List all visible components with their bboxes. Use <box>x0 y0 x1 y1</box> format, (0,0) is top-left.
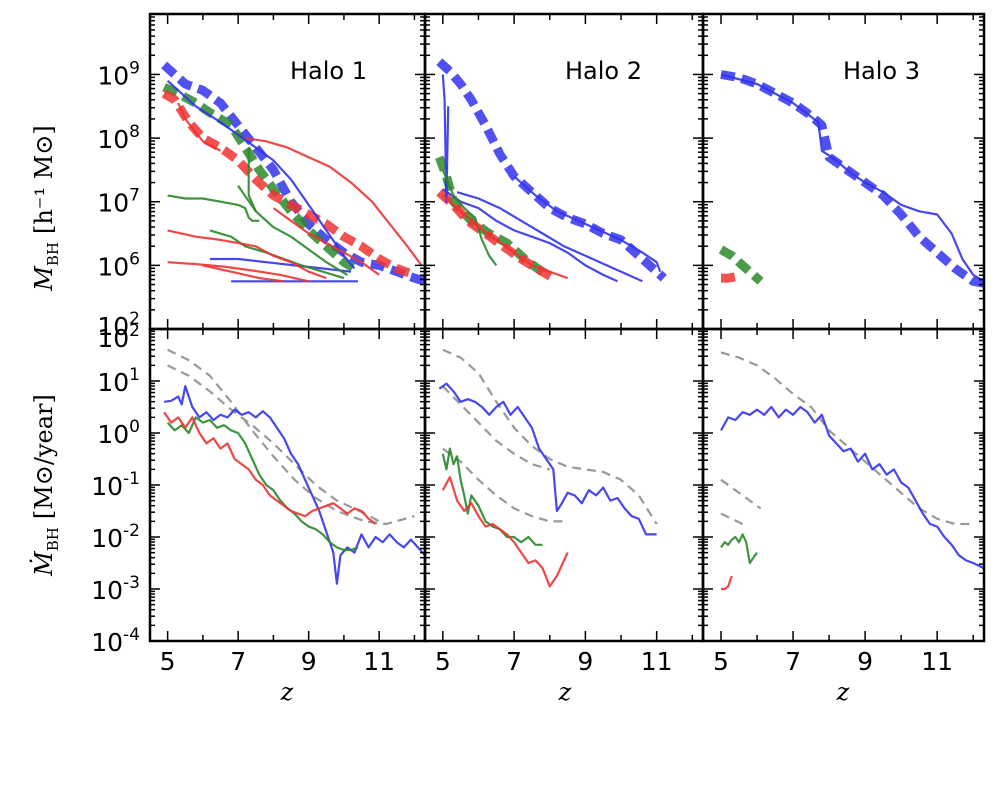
labels-group: MBH[h⁻¹ M⊙] ṀBH[M⊙/year] z z z <box>29 125 850 706</box>
axes-frame-bottom-halo-1 <box>148 327 427 643</box>
ytick-label-top: 102 <box>97 309 140 341</box>
ytick-label-bottom: 10-2 <box>91 521 140 553</box>
ytick-label-bottom: 100 <box>97 417 140 449</box>
bottom-ylabel-main: Ṁ <box>29 550 58 577</box>
ytick-label-bottom: 102 <box>97 321 140 353</box>
axes-frame-top-halo-2 <box>423 12 705 331</box>
series-top-halo-2-blue-jump <box>441 74 450 203</box>
top-ylabel-main: M <box>30 265 58 292</box>
series-bottom-halo-3-green-rate <box>720 533 758 565</box>
series-bottom-halo-3-red-rate <box>721 575 733 591</box>
top-ylabel: MBH [h⁻¹ M⊙] <box>30 125 62 291</box>
series-top-halo-2-blue-branch-2 <box>456 191 643 283</box>
plot-area-bottom-halo-1 <box>163 348 425 585</box>
series-bottom-halo-3-gray-dashed-1 <box>720 351 974 526</box>
xtick-label-halo-3: 11 <box>921 647 953 676</box>
xlabel-halo-3: z <box>836 678 850 706</box>
series-top-halo-3-blue-main <box>720 70 984 288</box>
series-bottom-halo-1-blue-rate <box>163 385 425 585</box>
ytick-label-top: 108 <box>97 122 140 154</box>
xtick-label-halo-2: 11 <box>641 647 673 676</box>
xlabel-halo-1: z <box>280 678 294 706</box>
xtick-label-halo-1: 7 <box>230 647 246 676</box>
series-top-halo-1-blue-main <box>161 61 425 286</box>
xtick-label-halo-3: 5 <box>713 647 729 676</box>
series-bottom-halo-2-gray-dashed-1 <box>442 348 658 525</box>
series-bottom-halo-1-gray-dashed-1 <box>167 348 415 526</box>
ytick-label-bottom: 10-4 <box>91 625 140 657</box>
series-bottom-halo-1-gray-dashed-2 <box>167 364 380 523</box>
series-top-halo-1-red-branch-4 <box>245 137 423 267</box>
series-bottom-halo-3-gray-dashed-3 <box>720 512 744 525</box>
series-top-halo-1-green-jump <box>247 147 257 212</box>
axes-frame-bottom-halo-2 <box>423 327 705 643</box>
series-top-halo-2-green-thin <box>441 169 498 267</box>
series-bottom-halo-2-gray-dashed-2 <box>442 447 568 523</box>
plot-area-bottom-halo-2 <box>438 348 658 588</box>
plot-area-top-halo-3 <box>718 70 984 288</box>
bottom-ylabel-sub: BH <box>44 527 62 551</box>
xtick-label-halo-2: 7 <box>506 647 522 676</box>
series-top-halo-1-blue-faint-1 <box>209 257 352 273</box>
ytick-label-bottom: 10-1 <box>91 469 140 501</box>
series-top-halo-3-blue-thin <box>720 73 984 283</box>
ytick-label-bottom: 101 <box>97 365 140 397</box>
series-top-halo-3-green-main <box>718 245 764 285</box>
series-top-halo-1-red-branch-2 <box>167 261 309 283</box>
panel-title-halo-1: Halo 1 <box>290 57 367 85</box>
series-top-halo-2-blue-branch-3 <box>513 175 662 273</box>
xtick-label-halo-1: 5 <box>160 647 176 676</box>
plot-area-top-halo-1 <box>161 61 425 286</box>
series-top-halo-1-green-branch-1 <box>167 194 260 222</box>
panel-title-halo-2: Halo 2 <box>565 57 642 85</box>
series-bottom-halo-3-gray-dashed-2 <box>720 478 762 510</box>
top-ylabel-unit: [h⁻¹ M⊙] <box>30 125 58 234</box>
xtick-label-halo-2: 9 <box>577 647 593 676</box>
top-ylabel-sub: BH <box>44 242 62 266</box>
bottom-ylabel-unit: [M⊙/year] <box>30 394 58 519</box>
series-top-halo-1-red-branch-3 <box>202 264 285 283</box>
frames-group: Halo 1 Halo 2 Halo 3 5 7 9 11 5 7 9 11 5 7 9 11 109 108 1… <box>91 12 986 676</box>
xtick-label-halo-2: 5 <box>435 647 451 676</box>
series-bottom-halo-3-blue-rate <box>720 405 984 570</box>
axes-frame-bottom-halo-3 <box>701 327 986 643</box>
xtick-label-halo-1: 9 <box>301 647 317 676</box>
ytick-label-top: 107 <box>97 186 140 218</box>
plot-area-bottom-halo-3 <box>720 351 984 591</box>
series-top-halo-1-red-branch-1 <box>167 229 327 280</box>
series-top-halo-2-green-main <box>435 155 549 279</box>
series-bottom-halo-2-green-rate <box>441 447 543 546</box>
series-top-halo-2-blue-branch-1 <box>442 188 618 283</box>
plot-area-top-halo-2 <box>435 58 667 283</box>
series-bottom-halo-2-blue-rate <box>438 382 657 536</box>
ytick-label-top: 109 <box>97 58 140 90</box>
ytick-label-top: 106 <box>97 249 140 281</box>
panels-group <box>161 58 984 591</box>
bottom-ylabel: ṀBH [M⊙/year] <box>29 394 62 577</box>
series-bottom-halo-1-green-rate <box>166 416 359 552</box>
series-bottom-halo-2-gray-dashed-3 <box>442 385 551 471</box>
xtick-label-halo-3: 9 <box>857 647 873 676</box>
ytick-label-bottom: 10-3 <box>91 573 140 605</box>
series-bottom-halo-2-red-rate <box>441 476 569 588</box>
series-top-halo-1-red-main <box>161 89 416 280</box>
series-top-halo-2-red-thin <box>442 194 568 280</box>
series-bottom-halo-1-red-rate <box>163 411 377 525</box>
series-top-halo-1-blue-branch <box>166 79 356 270</box>
series-top-halo-1-red-to-mid <box>177 102 222 152</box>
series-top-halo-3-red-main <box>721 272 737 283</box>
xlabel-halo-2: z <box>558 678 572 706</box>
series-top-halo-1-red-branch-5 <box>272 207 380 276</box>
panel-title-halo-3: Halo 3 <box>843 57 920 85</box>
xtick-label-halo-1: 11 <box>363 647 395 676</box>
series-top-halo-1-green-main <box>162 83 357 273</box>
xtick-label-halo-3: 7 <box>785 647 801 676</box>
